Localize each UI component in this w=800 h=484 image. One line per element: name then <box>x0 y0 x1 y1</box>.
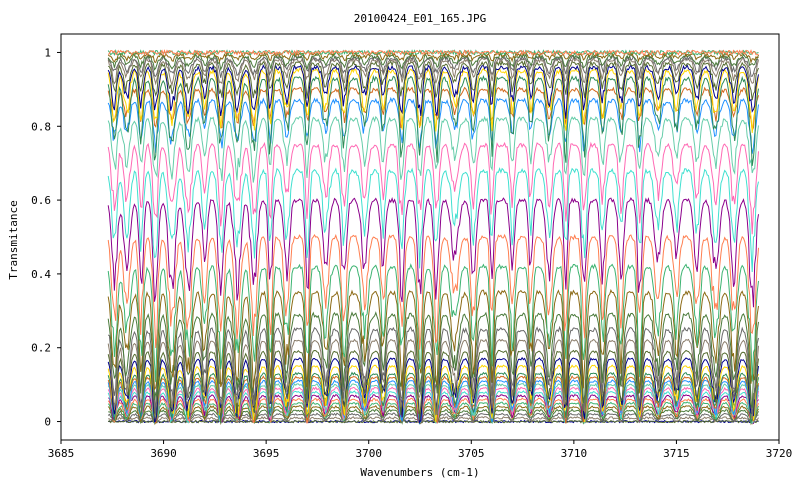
series-line <box>107 311 759 408</box>
series-line <box>107 419 759 424</box>
series-line <box>107 115 759 183</box>
series-line <box>107 63 759 119</box>
x-axis-label: Wavenumbers (cm-1) <box>360 466 479 479</box>
series-line <box>107 167 759 273</box>
x-tick-label: 3690 <box>150 447 177 460</box>
series-line <box>107 67 759 133</box>
series-layer <box>107 49 759 426</box>
y-tick-label: 1 <box>44 46 51 59</box>
x-tick-label: 3700 <box>355 447 382 460</box>
y-axis-label: Transmitance <box>7 200 20 279</box>
x-tick-label: 3710 <box>561 447 588 460</box>
series-line <box>107 54 759 79</box>
y-tick-label: 0.2 <box>31 342 51 355</box>
x-tick-label: 3695 <box>253 447 280 460</box>
series-line <box>107 52 759 72</box>
series-line <box>107 233 759 350</box>
series-line <box>107 96 759 154</box>
series-line <box>107 263 759 383</box>
series-line <box>107 49 759 57</box>
x-tick-label: 3720 <box>766 447 793 460</box>
series-line <box>108 419 759 424</box>
x-tick-label: 3685 <box>48 447 75 460</box>
series-line <box>107 197 759 308</box>
y-tick-label: 0 <box>44 416 51 429</box>
chart-title: 20100424_E01_165.JPG <box>354 12 486 25</box>
x-tick-label: 3715 <box>663 447 690 460</box>
ticks-layer: 3685 3690 3695 3700 3705 3710 3715 3720 0 0.2 0.4 0… <box>31 46 792 460</box>
series-line <box>108 415 759 424</box>
y-tick-label: 0.8 <box>31 120 51 133</box>
y-tick-label: 0.4 <box>31 268 51 281</box>
series-line <box>108 59 759 101</box>
plot-frame <box>60 33 780 441</box>
x-tick-label: 3705 <box>458 447 485 460</box>
series-line <box>107 325 759 416</box>
series-line <box>107 55 759 87</box>
series-line <box>108 408 759 425</box>
series-line <box>107 74 759 166</box>
series-line <box>108 49 759 57</box>
series-line <box>107 364 759 423</box>
y-tick-label: 0.6 <box>31 194 51 207</box>
series-line <box>107 401 759 426</box>
series-line <box>107 289 759 395</box>
series-line <box>107 141 759 235</box>
